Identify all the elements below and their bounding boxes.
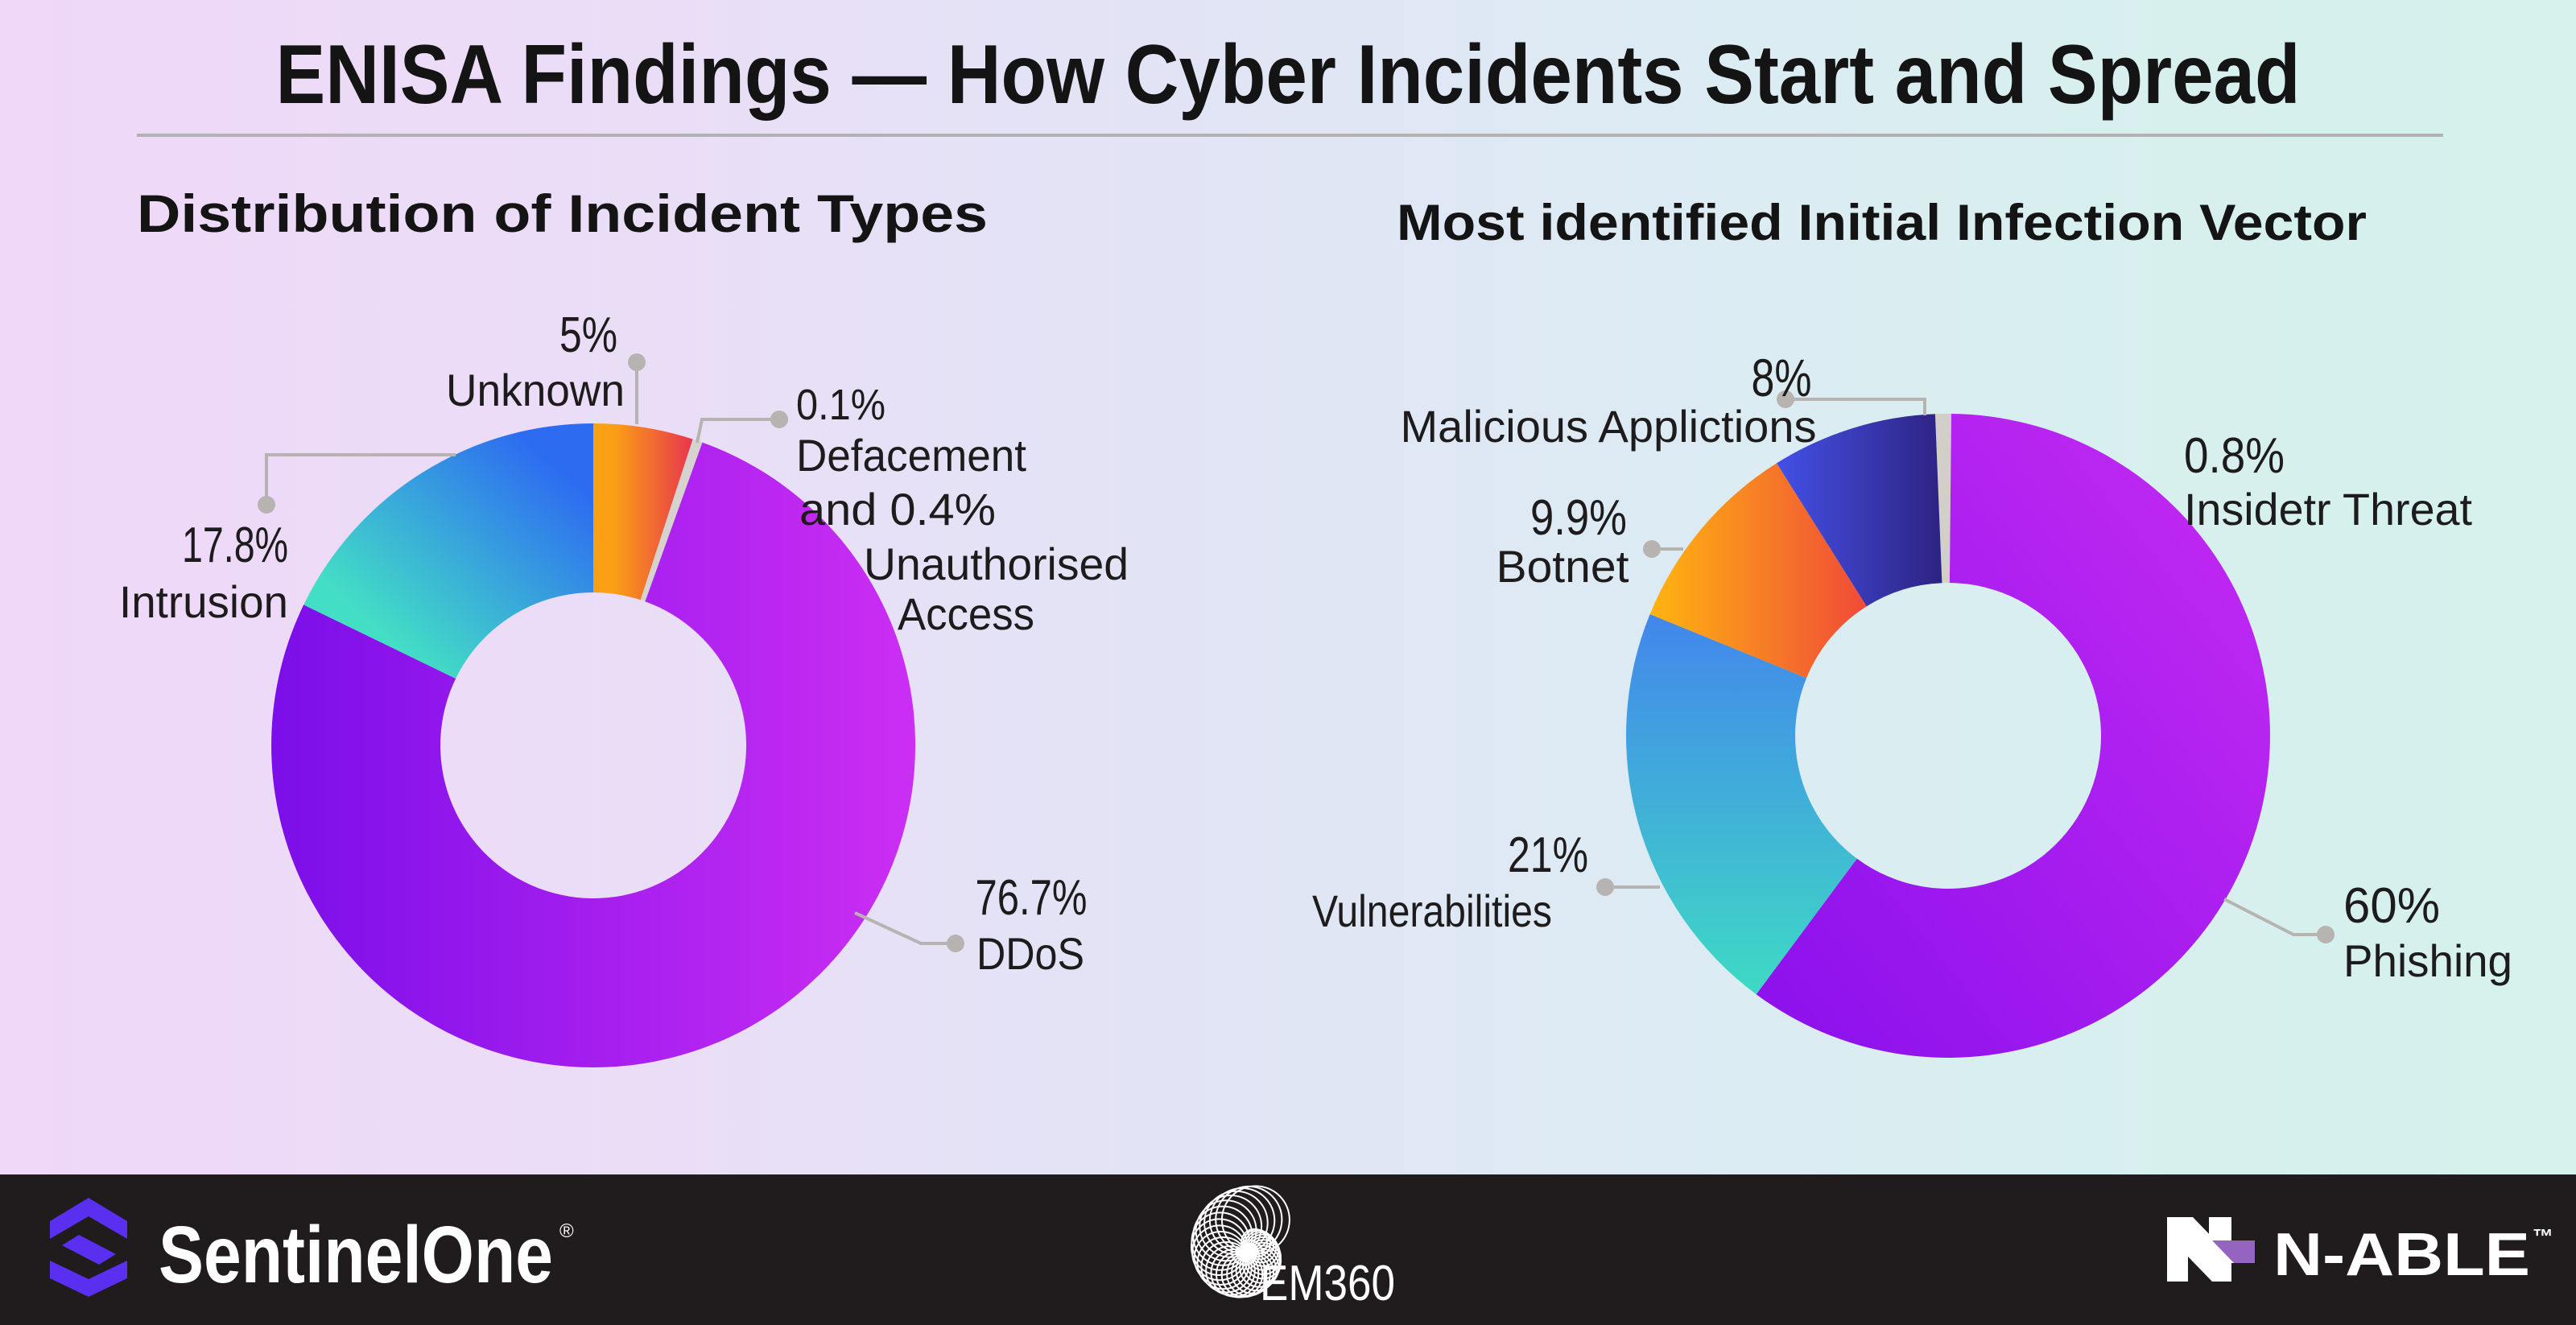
svg-text:9.9%: 9.9%	[1530, 490, 1627, 546]
svg-text:76.7%: 76.7%	[976, 870, 1088, 926]
svg-text:Unknown: Unknown	[446, 365, 625, 415]
svg-text:®: ®	[559, 1220, 574, 1242]
svg-text:Unauthorised: Unauthorised	[864, 539, 1129, 589]
svg-text:21%: 21%	[1508, 828, 1588, 883]
svg-text:Distribution of Incident Types: Distribution of Incident Types	[137, 184, 988, 243]
svg-text:N-ABLE: N-ABLE	[2273, 1220, 2530, 1288]
svg-text:Insidetr Threat: Insidetr Threat	[2184, 484, 2472, 535]
svg-text:Most identified Initial Infect: Most identified Initial Infection Vector	[1397, 195, 2367, 251]
svg-text:17.8%: 17.8%	[182, 518, 288, 573]
svg-text:and 0.4%: and 0.4%	[799, 484, 996, 535]
svg-text:8%: 8%	[1752, 348, 1812, 407]
svg-text:0.8%: 0.8%	[2184, 428, 2285, 484]
svg-text:Phishing: Phishing	[2343, 935, 2512, 986]
svg-text:DDoS: DDoS	[976, 928, 1084, 979]
svg-text:5%: 5%	[559, 308, 617, 363]
svg-text:Defacement: Defacement	[796, 430, 1026, 481]
svg-text:Intrusion: Intrusion	[119, 576, 288, 627]
svg-text:SentinelOne: SentinelOne	[159, 1210, 553, 1300]
svg-text:Botnet: Botnet	[1496, 541, 1629, 592]
svg-text:Access: Access	[898, 588, 1034, 639]
svg-text:EM360: EM360	[1260, 1256, 1395, 1311]
svg-text:Malicious Applictions: Malicious Applictions	[1401, 401, 1817, 452]
svg-text:60%: 60%	[2343, 878, 2440, 934]
svg-text:0.1%: 0.1%	[796, 381, 886, 429]
svg-text:Vulnerabilities: Vulnerabilities	[1312, 885, 1552, 936]
svg-text:ENISA Findings — How Cyber Inc: ENISA Findings — How Cyber Incidents Sta…	[276, 28, 2301, 122]
svg-text:™: ™	[2533, 1224, 2553, 1249]
